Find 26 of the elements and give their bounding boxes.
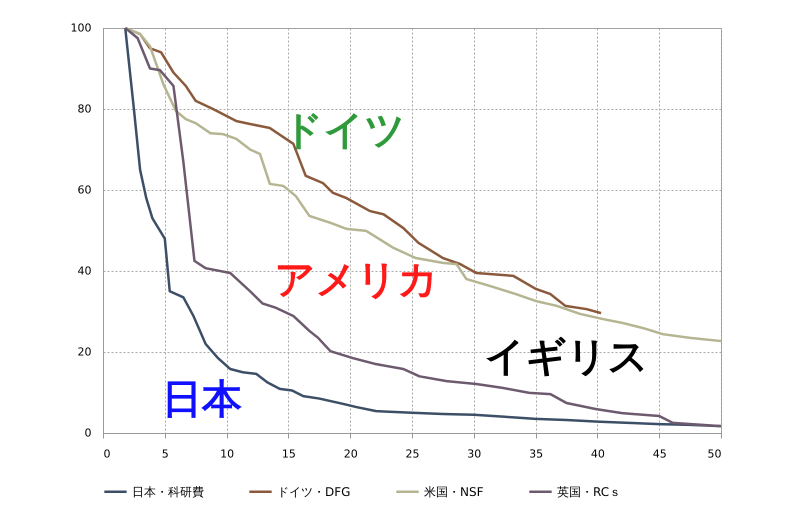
x-tick-label: 50 (708, 448, 722, 460)
x-tick-label: 15 (282, 448, 296, 460)
x-tick-label: 10 (220, 448, 234, 460)
legend-label: 英国・RCｓ (557, 484, 622, 499)
x-tick-label: 45 (652, 448, 667, 460)
x-tick-label: 25 (406, 448, 420, 460)
y-tick-label: 0 (84, 426, 92, 440)
y-tick-label: 60 (78, 184, 92, 196)
line-series (124, 26, 722, 428)
x-tick-label: 35 (529, 448, 544, 460)
y-tick-label: 80 (78, 102, 92, 116)
x-tick-label: 5 (162, 448, 169, 460)
legend-label: 米国・NSF (424, 484, 484, 499)
y-tick-label: 100 (70, 22, 92, 34)
annotation: アメリカ (274, 257, 438, 304)
x-tick-label: 40 (590, 448, 605, 460)
annotation: イギリス (484, 334, 648, 380)
legend-label: ドイツ・DFG (277, 484, 350, 499)
x-tick-label: 30 (467, 448, 482, 460)
annotation: ドイツ (282, 107, 406, 154)
legend-label: 日本・科研費 (132, 484, 204, 499)
x-tick-label: 20 (344, 448, 358, 460)
y-tick-label: 20 (78, 346, 92, 358)
y-tick-label: 40 (78, 264, 92, 278)
x-tick-label: 0 (104, 448, 110, 460)
annotation: 日本 (162, 376, 242, 423)
